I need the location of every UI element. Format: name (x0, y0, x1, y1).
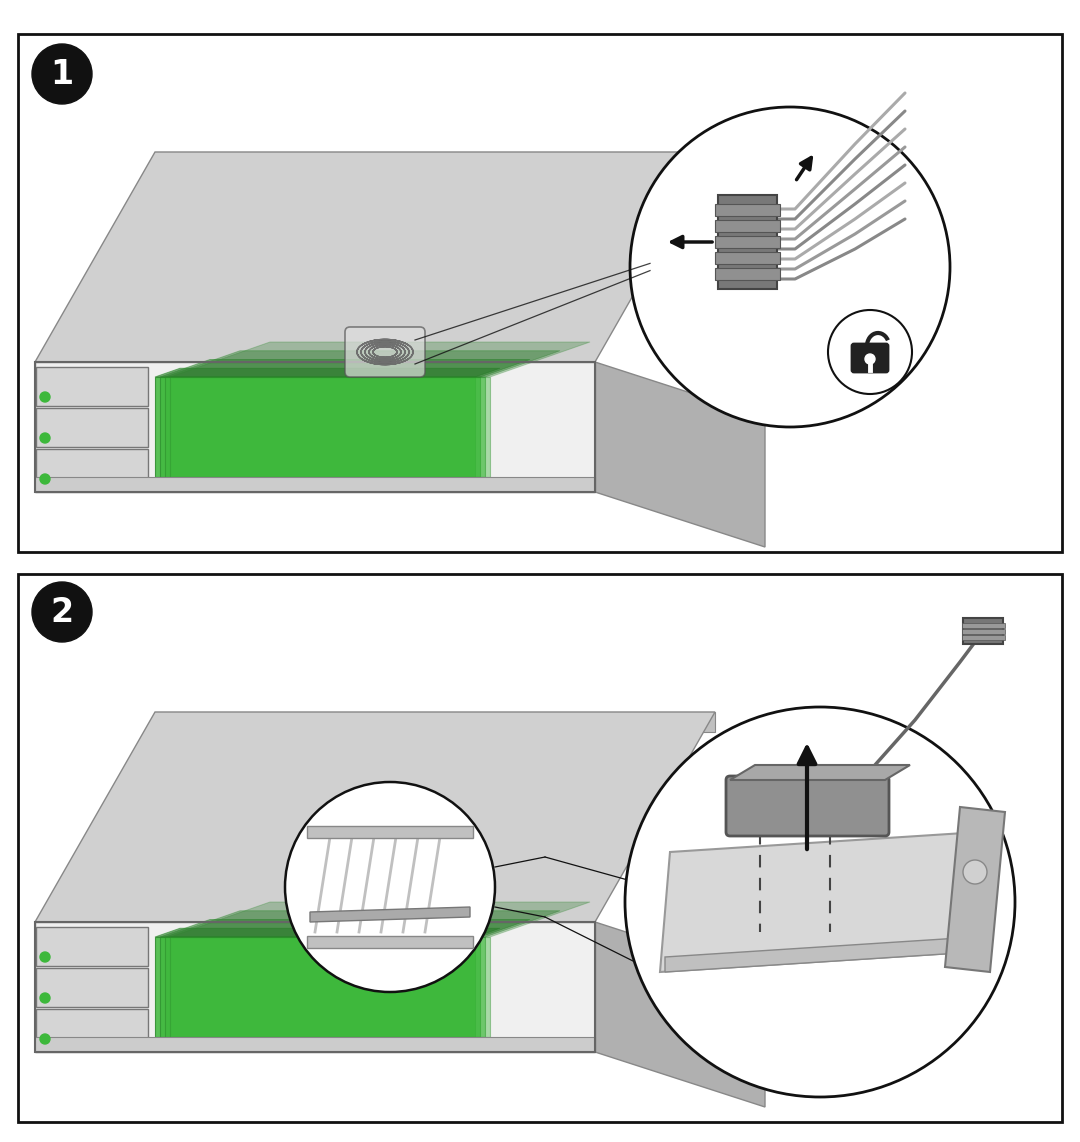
FancyBboxPatch shape (715, 220, 780, 232)
FancyBboxPatch shape (715, 236, 780, 248)
Circle shape (40, 392, 50, 402)
Polygon shape (156, 928, 500, 936)
Circle shape (32, 45, 92, 104)
Polygon shape (35, 1037, 595, 1052)
Circle shape (40, 1034, 50, 1044)
FancyBboxPatch shape (36, 1010, 148, 1048)
Polygon shape (165, 377, 485, 477)
Polygon shape (35, 152, 715, 362)
FancyBboxPatch shape (726, 777, 889, 836)
FancyBboxPatch shape (36, 408, 148, 447)
FancyBboxPatch shape (18, 574, 1062, 1121)
Polygon shape (35, 922, 595, 1052)
FancyBboxPatch shape (36, 367, 148, 407)
Polygon shape (945, 807, 1005, 972)
Polygon shape (170, 377, 490, 477)
Polygon shape (156, 152, 715, 172)
Polygon shape (35, 477, 595, 492)
Text: 2: 2 (51, 595, 73, 628)
Polygon shape (665, 936, 975, 972)
Polygon shape (35, 711, 715, 922)
Circle shape (40, 474, 50, 484)
Polygon shape (595, 362, 765, 547)
FancyBboxPatch shape (345, 327, 426, 377)
Circle shape (40, 952, 50, 962)
Polygon shape (160, 919, 530, 936)
Polygon shape (156, 936, 475, 1037)
FancyBboxPatch shape (715, 268, 780, 280)
FancyBboxPatch shape (36, 927, 148, 966)
FancyBboxPatch shape (715, 252, 780, 264)
FancyBboxPatch shape (36, 968, 148, 1007)
Circle shape (285, 782, 495, 992)
Polygon shape (165, 936, 485, 1037)
Polygon shape (730, 765, 910, 780)
Circle shape (963, 860, 987, 884)
FancyBboxPatch shape (961, 628, 1004, 634)
Polygon shape (310, 907, 470, 922)
Circle shape (865, 354, 875, 364)
Polygon shape (160, 377, 480, 477)
Polygon shape (156, 377, 475, 477)
Circle shape (630, 107, 950, 427)
Text: 1: 1 (51, 57, 73, 90)
FancyBboxPatch shape (961, 622, 1004, 627)
FancyBboxPatch shape (715, 204, 780, 216)
Polygon shape (35, 362, 595, 492)
Polygon shape (165, 351, 561, 377)
Polygon shape (165, 911, 561, 936)
Polygon shape (170, 902, 590, 936)
Polygon shape (170, 936, 490, 1037)
Polygon shape (156, 368, 500, 377)
Circle shape (625, 707, 1015, 1097)
Polygon shape (170, 341, 590, 377)
FancyBboxPatch shape (18, 34, 1062, 552)
FancyBboxPatch shape (36, 449, 148, 488)
FancyBboxPatch shape (963, 618, 1003, 644)
Polygon shape (160, 936, 480, 1037)
Circle shape (828, 309, 912, 394)
Polygon shape (156, 711, 715, 732)
Circle shape (32, 582, 92, 642)
FancyBboxPatch shape (307, 826, 473, 838)
Circle shape (40, 433, 50, 443)
FancyBboxPatch shape (961, 635, 1004, 640)
FancyBboxPatch shape (307, 936, 473, 948)
Circle shape (40, 994, 50, 1003)
Polygon shape (660, 833, 980, 972)
FancyBboxPatch shape (718, 195, 777, 289)
Polygon shape (595, 922, 765, 1107)
FancyBboxPatch shape (852, 344, 888, 372)
Polygon shape (160, 360, 530, 377)
FancyBboxPatch shape (312, 899, 399, 955)
